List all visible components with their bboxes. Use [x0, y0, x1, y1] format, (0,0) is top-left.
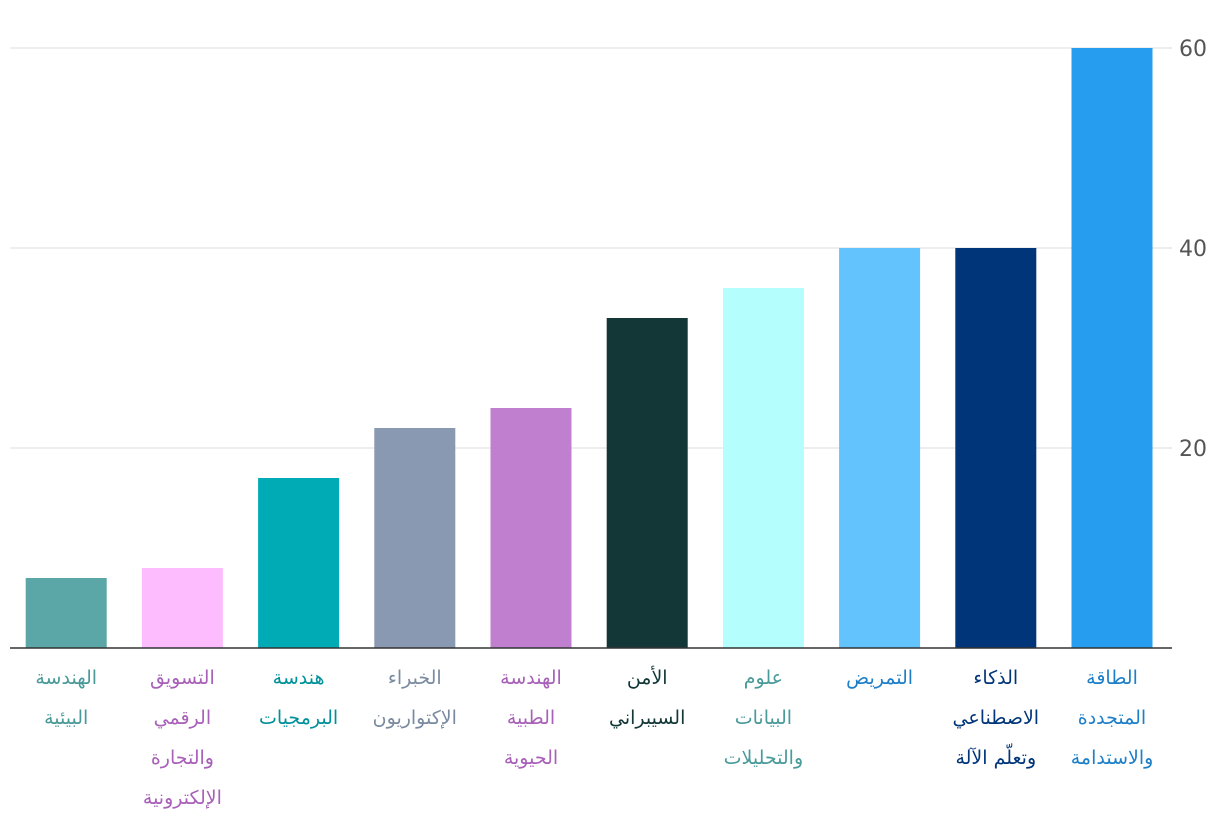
x-label-5-line-2: السيبراني — [609, 707, 685, 729]
x-label-4-line-2: البيانات — [735, 707, 792, 729]
y-axis-ticks: 20 40 60 — [1179, 37, 1207, 462]
x-label-1-line-1: الطاقة — [1086, 667, 1138, 689]
x-label-7-line-2: الإكتواريون — [373, 707, 457, 729]
x-label-2-line-2: الاصطناعي — [953, 707, 1040, 729]
x-axis-labels: الطاقة المتجددة والاستدامة الذكاء الاصطناعي و… — [35, 666, 1153, 809]
x-label-5-line-1: الأمن — [627, 666, 668, 689]
x-label-6-line-1: الهندسة — [500, 667, 562, 689]
x-label-2-line-1: الذكاء — [973, 667, 1018, 689]
x-label-4-line-1: علوم — [744, 667, 783, 689]
x-label-9-line-1: التسويق — [150, 667, 215, 689]
bar-3 — [839, 248, 921, 648]
x-label-3-line-1: التمريض — [846, 667, 913, 689]
y-tick-label-60: 60 — [1179, 37, 1207, 62]
x-label-7-line-1: الخبراء — [388, 667, 442, 689]
y-tick-label-20: 20 — [1179, 437, 1207, 462]
y-tick-label-40: 40 — [1179, 237, 1207, 262]
x-label-8-line-2: البرمجيات — [259, 707, 338, 729]
bar-1 — [1071, 48, 1153, 648]
bar-2 — [955, 248, 1037, 648]
bar-9 — [141, 568, 223, 648]
bar-5 — [606, 318, 688, 648]
x-label-6-line-3: الحيوية — [504, 747, 558, 769]
x-label-2-line-3: وتعلّم الآلة — [955, 744, 1036, 769]
x-label-9-line-2: الرقمي — [154, 707, 211, 729]
x-label-10-line-1: الهندسة — [35, 667, 97, 689]
x-label-9-line-3: والتجارة — [151, 747, 214, 769]
x-label-4-line-3: والتحليلات — [724, 747, 804, 769]
bar-8 — [258, 478, 340, 648]
x-label-1-line-2: المتجددة — [1078, 707, 1146, 729]
x-label-10-line-2: البيئية — [44, 707, 88, 729]
x-label-6-line-2: الطبية — [507, 707, 555, 729]
bars-group — [25, 48, 1153, 648]
bar-7 — [374, 428, 456, 648]
x-label-9-line-4: الإلكترونية — [143, 787, 222, 809]
bar-4 — [722, 288, 804, 648]
bar-6 — [490, 408, 572, 648]
bar-10 — [25, 578, 107, 648]
x-label-8-line-1: هندسة — [273, 667, 325, 689]
x-label-1-line-3: والاستدامة — [1071, 747, 1154, 769]
